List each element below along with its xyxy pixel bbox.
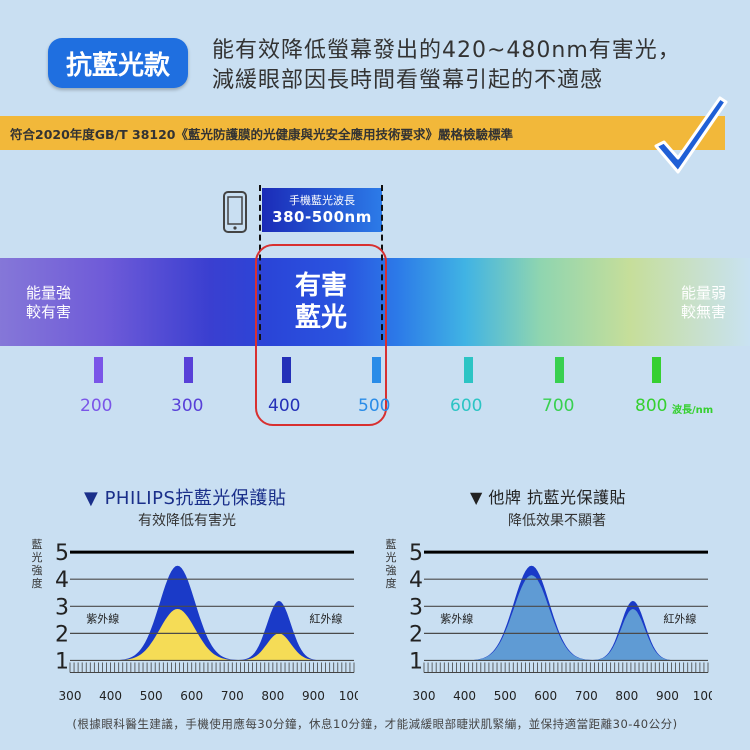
header-line-1: 能有效降低螢幕發出的420~480nm有害光， — [212, 38, 681, 63]
wavelength-label-600: 600 — [450, 396, 483, 416]
low-energy-label: 能量弱 較無害 — [680, 284, 726, 321]
wavelength-marker-700 — [555, 357, 564, 383]
y-tick-label-4: 4 — [409, 568, 423, 593]
right-chart-title: ▼ 他牌 抗藍光保護貼 — [470, 488, 626, 507]
y-tick-label-2: 2 — [55, 622, 69, 647]
left-chart-title: ▼ PHILIPS抗藍光保護貼 — [84, 488, 287, 509]
y-tick-label-4: 4 — [55, 568, 69, 593]
x-tick-label-800: 800 — [615, 689, 638, 703]
phone-icon — [223, 191, 247, 233]
harmful-range-highlight — [255, 244, 387, 426]
phone-wavelength-range: 380-500nm — [272, 208, 372, 226]
wavelength-marker-600 — [464, 357, 473, 383]
harmful-blue-light-label: 有害 藍光 — [294, 271, 347, 333]
series-area-2 — [424, 575, 708, 661]
range-divider-right — [381, 185, 383, 340]
wavelength-marker-400 — [282, 357, 291, 383]
wavelength-label-400: 400 — [268, 396, 301, 416]
x-tick-label-700: 700 — [221, 689, 244, 703]
x-tick-label-500: 500 — [494, 689, 517, 703]
uv-label: 紫外線 — [440, 611, 473, 625]
wavelength-marker-300 — [184, 357, 193, 383]
x-tick-label-800: 800 — [261, 689, 284, 703]
y-tick-label-3: 3 — [55, 595, 69, 620]
x-tick-label-700: 700 — [575, 689, 598, 703]
wavelength-label-300: 300 — [171, 396, 204, 416]
left-chart-ylabel: 藍光強度 — [31, 538, 43, 590]
wavelength-unit: 波長/nm — [672, 405, 714, 416]
x-tick-label-900: 900 — [656, 689, 679, 703]
product-tag: 抗藍光款 — [48, 38, 188, 88]
x-tick-label-300: 300 — [413, 689, 436, 703]
x-tick-label-1000: 1000 — [693, 689, 712, 703]
series-area-2 — [70, 609, 354, 661]
high-energy-label: 能量強 較有害 — [26, 284, 72, 321]
standard-text: 符合2020年度GB/T 38120《藍光防護膜的光健康與光安全應用技術要求》嚴… — [10, 126, 514, 142]
x-tick-label-600: 600 — [534, 689, 557, 703]
wavelength-label-500: 500 — [358, 396, 391, 416]
standard-bar: 符合2020年度GB/T 38120《藍光防護膜的光健康與光安全應用技術要求》嚴… — [0, 116, 725, 150]
range-divider-left — [259, 185, 261, 340]
spectrum-band — [0, 258, 750, 346]
left-chart-subtitle: 有效降低有害光 — [138, 513, 236, 529]
wavelength-marker-800 — [652, 357, 661, 383]
x-tick-label-600: 600 — [180, 689, 203, 703]
x-tick-label-400: 400 — [453, 689, 476, 703]
wavelength-label-200: 200 — [80, 396, 113, 416]
wavelength-label-800: 800 — [635, 396, 668, 416]
ir-label: 紅外線 — [309, 611, 342, 625]
x-tick-label-500: 500 — [140, 689, 163, 703]
y-tick-label-3: 3 — [409, 595, 423, 620]
wavelength-marker-500 — [372, 357, 381, 383]
checkmark-icon — [654, 96, 728, 174]
y-tick-label-1: 1 — [55, 649, 69, 674]
y-tick-label-1: 1 — [409, 649, 423, 674]
wavelength-marker-200 — [94, 357, 103, 383]
footer-note: (根據眼科醫生建議，手機使用應每30分鐘，休息10分鐘，才能減緩眼部睫狀肌緊繃，… — [72, 717, 678, 731]
x-tick-label-400: 400 — [99, 689, 122, 703]
phone-wavelength-box: 手機藍光波長 380-500nm — [262, 188, 382, 232]
wavelength-label-700: 700 — [542, 396, 575, 416]
phone-wavelength-caption: 手機藍光波長 — [289, 194, 355, 207]
x-tick-label-1000: 1000 — [339, 689, 358, 703]
header-line-2: 減緩眼部因長時間看螢幕引起的不適感 — [212, 68, 604, 93]
uv-label: 紫外線 — [86, 611, 119, 625]
x-tick-label-900: 900 — [302, 689, 325, 703]
x-tick-label-300: 300 — [59, 689, 82, 703]
right-chart-subtitle: 降低效果不顯著 — [508, 513, 606, 529]
y-tick-label-5: 5 — [55, 541, 69, 566]
ir-label: 紅外線 — [663, 611, 696, 625]
right-chart-ylabel: 藍光強度 — [385, 538, 397, 590]
y-tick-label-5: 5 — [409, 541, 423, 566]
y-tick-label-2: 2 — [409, 622, 423, 647]
